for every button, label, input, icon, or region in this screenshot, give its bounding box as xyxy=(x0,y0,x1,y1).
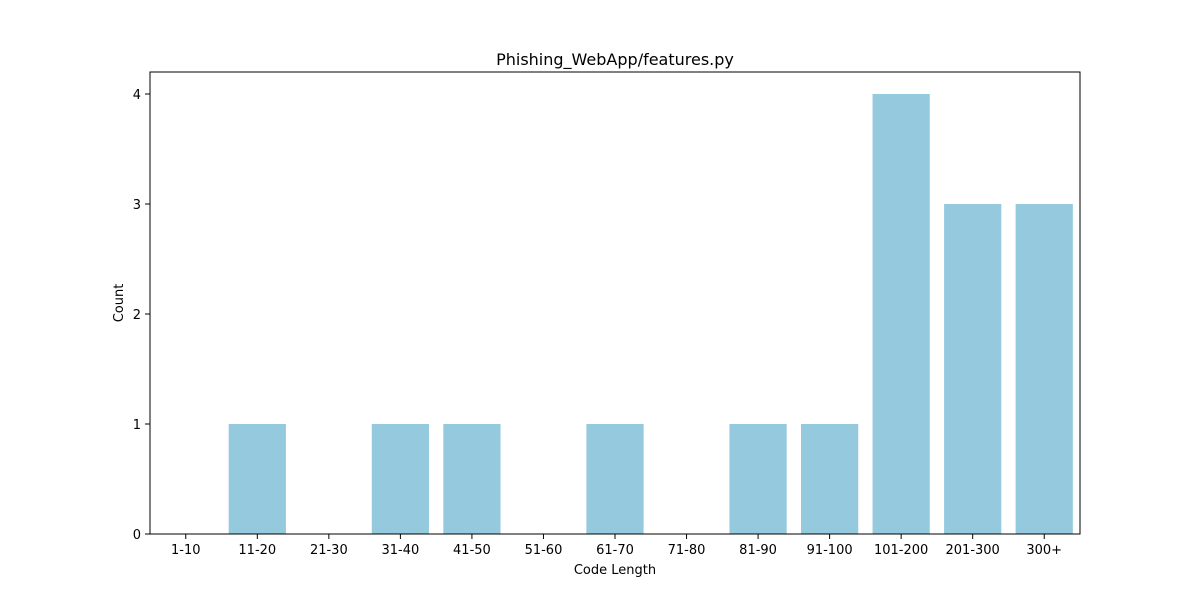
y-tick-label: 4 xyxy=(133,88,141,103)
y-tick-label: 3 xyxy=(133,198,141,213)
x-tick-label: 201-300 xyxy=(946,543,1000,558)
bar-81-90 xyxy=(729,424,786,534)
x-tick-label: 31-40 xyxy=(381,543,419,558)
y-tick-label: 0 xyxy=(133,528,141,543)
y-axis: 0 1 2 3 4 xyxy=(133,88,150,543)
x-tick-label: 91-100 xyxy=(807,543,853,558)
x-tick-label: 51-60 xyxy=(525,543,563,558)
y-tick-label: 1 xyxy=(133,418,141,433)
x-tick-label: 11-20 xyxy=(238,543,276,558)
bar-201-300 xyxy=(944,204,1001,534)
bar-91-100 xyxy=(801,424,858,534)
chart-title: Phishing_WebApp/features.py xyxy=(496,50,734,70)
bar-300+ xyxy=(1016,204,1073,534)
bar-61-70 xyxy=(586,424,643,534)
x-axis-title: Code Length xyxy=(574,563,656,578)
bar-41-50 xyxy=(443,424,500,534)
x-axis: 1-10 11-20 21-30 31-40 41-50 51-60 61-70 71-80 8… xyxy=(171,534,1062,558)
x-tick-label: 41-50 xyxy=(453,543,491,558)
x-tick-label: 71-80 xyxy=(668,543,706,558)
x-tick-label: 1-10 xyxy=(171,543,201,558)
bar-11-20 xyxy=(229,424,286,534)
x-tick-label: 61-70 xyxy=(596,543,634,558)
x-tick-label: 101-200 xyxy=(874,543,928,558)
x-tick-label: 300+ xyxy=(1026,543,1062,558)
y-tick-label: 2 xyxy=(133,308,141,323)
bar-31-40 xyxy=(372,424,429,534)
y-axis-title: Count xyxy=(112,284,127,323)
x-tick-label: 81-90 xyxy=(739,543,777,558)
bars-group xyxy=(229,94,1073,534)
bar-101-200 xyxy=(873,94,930,534)
x-tick-label: 21-30 xyxy=(310,543,348,558)
